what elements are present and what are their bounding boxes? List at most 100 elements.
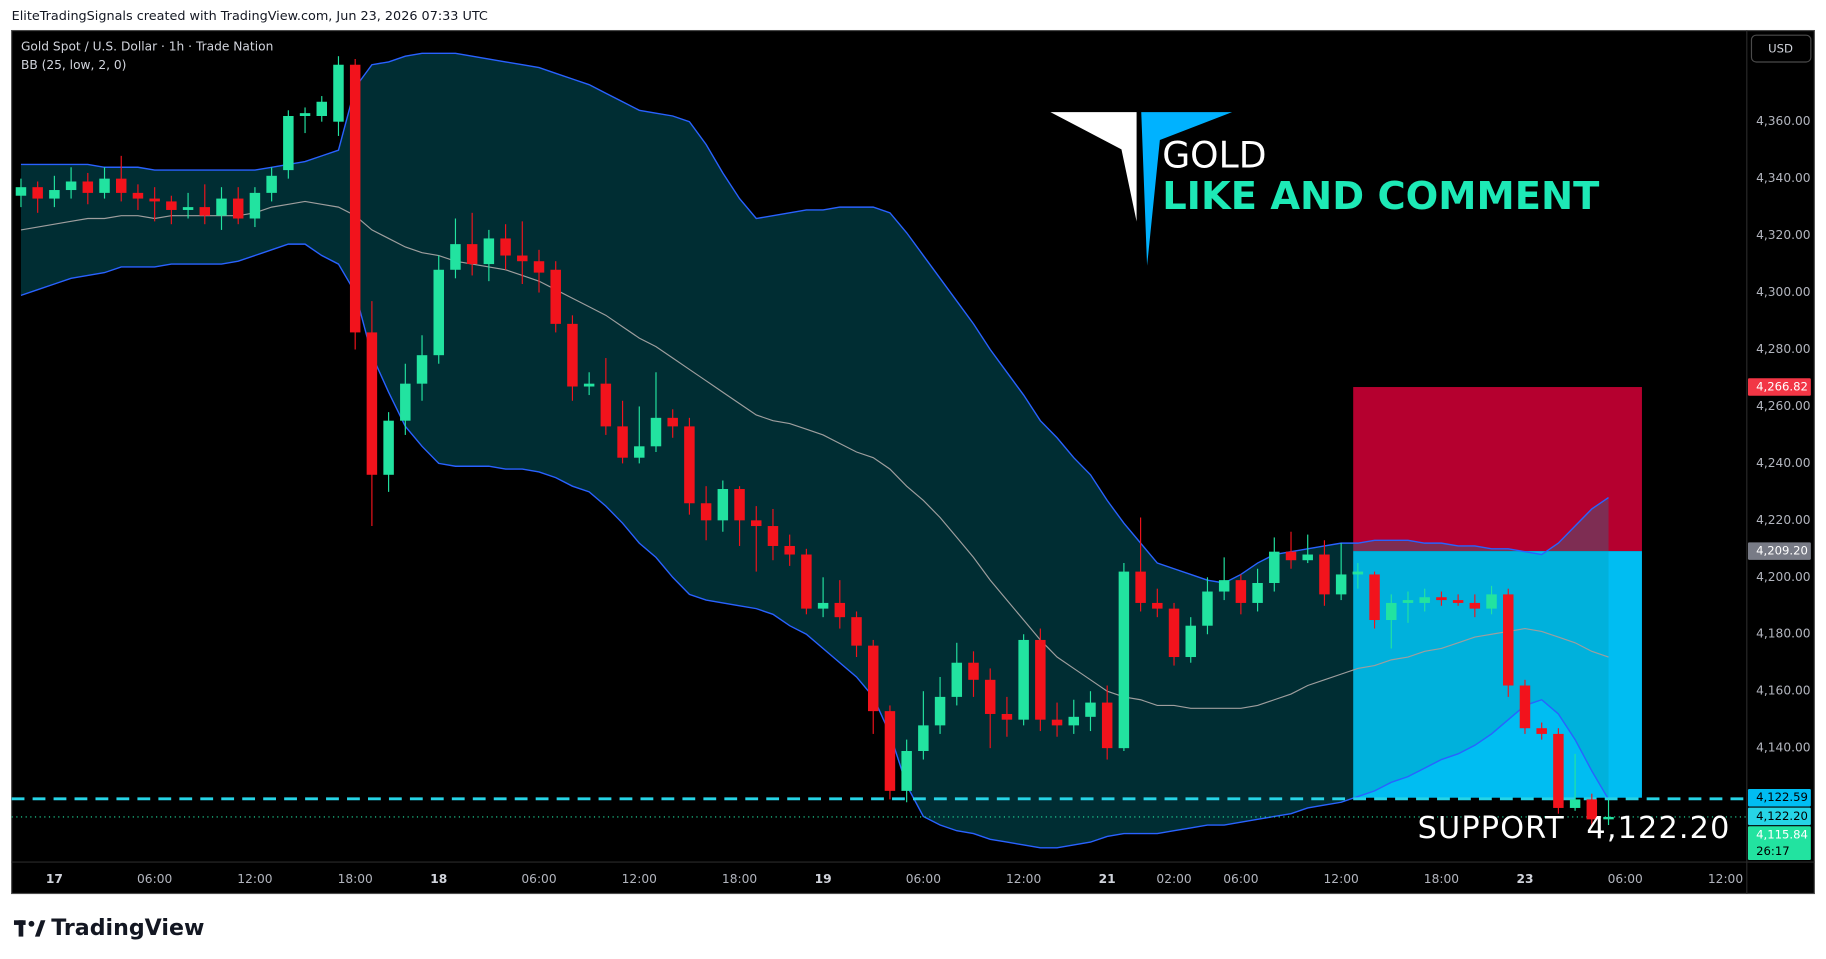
candle-body bbox=[550, 269, 561, 324]
candle-body bbox=[483, 238, 495, 265]
x-tick-label: 06:00 bbox=[1608, 872, 1643, 886]
watermark-logo bbox=[1050, 112, 1233, 266]
y-tick-label: 4,200.00 bbox=[1756, 570, 1810, 584]
candle-body bbox=[199, 207, 211, 216]
candle-layer bbox=[15, 56, 1614, 826]
candle-body bbox=[1101, 702, 1113, 749]
candle-body bbox=[1503, 594, 1514, 686]
candle-body bbox=[1185, 625, 1196, 658]
currency-button[interactable] bbox=[1750, 34, 1812, 63]
price-label: 4,122.59 bbox=[1756, 790, 1808, 804]
candle-body bbox=[734, 489, 745, 521]
y-tick-label: 4,260.00 bbox=[1756, 399, 1810, 413]
candle-body bbox=[1252, 582, 1263, 603]
candle-body bbox=[934, 696, 946, 726]
indicator-label: BB (25, low, 2, 0) bbox=[21, 58, 126, 72]
candle-body bbox=[851, 617, 862, 646]
candle-body bbox=[984, 679, 996, 714]
x-tick-label: 18:00 bbox=[338, 872, 373, 886]
y-tick-label: 4,360.00 bbox=[1756, 114, 1810, 128]
candle-body bbox=[834, 602, 846, 618]
candle-body bbox=[1319, 554, 1330, 595]
candle-body bbox=[583, 383, 595, 387]
price-label: 4,209.20 bbox=[1756, 544, 1808, 558]
x-tick-label: 18:00 bbox=[1424, 872, 1459, 886]
candle-body bbox=[1202, 591, 1213, 626]
y-tick-label: 4,300.00 bbox=[1756, 285, 1810, 299]
candle-body bbox=[1469, 602, 1481, 609]
x-tick-label: 17 bbox=[46, 872, 63, 886]
candle-body bbox=[634, 446, 645, 458]
x-tick-label: 18:00 bbox=[722, 872, 757, 886]
candle-body bbox=[1302, 554, 1313, 561]
x-tick-label: 18 bbox=[430, 872, 447, 886]
candle-body bbox=[299, 113, 311, 116]
y-tick-label: 4,180.00 bbox=[1756, 627, 1810, 641]
support-annotation: SUPPORT 4,122.20 bbox=[1418, 811, 1731, 846]
candle-body bbox=[1603, 816, 1614, 820]
x-tick-label: 12:00 bbox=[1324, 872, 1359, 886]
band-line bbox=[20, 243, 1610, 849]
candle-body bbox=[717, 489, 729, 521]
x-tick-label: 06:00 bbox=[1223, 872, 1258, 886]
logo-shape bbox=[1050, 112, 1137, 222]
candle-body bbox=[1553, 733, 1564, 808]
price-label-box bbox=[1747, 807, 1811, 826]
logo-shape bbox=[34, 920, 46, 937]
currency-label[interactable]: USD bbox=[1768, 42, 1793, 56]
y-tick-label: 4,320.00 bbox=[1756, 228, 1810, 242]
brand-logo bbox=[13, 920, 46, 937]
candle-body bbox=[1536, 728, 1547, 734]
candle-body bbox=[466, 244, 478, 265]
candle-body bbox=[1068, 716, 1080, 726]
y-tick-label: 4,160.00 bbox=[1756, 684, 1810, 698]
candle-body bbox=[450, 244, 461, 270]
candle-body bbox=[1386, 602, 1397, 621]
x-tick-label: 23 bbox=[1516, 872, 1533, 886]
candle-body bbox=[1235, 580, 1247, 603]
candle-body bbox=[1486, 594, 1497, 609]
level-layer bbox=[11, 797, 1747, 818]
candle-body bbox=[1135, 571, 1146, 603]
x-tick-label: 06:00 bbox=[521, 872, 556, 886]
plot-area: 4,140.00 4,160.00 4,180.00 4,200.00 4,220.00… bbox=[11, 52, 1811, 886]
price-label-box bbox=[1747, 826, 1811, 861]
y-tick-label: 4,280.00 bbox=[1756, 342, 1810, 356]
candle-body bbox=[817, 602, 829, 609]
candle-body bbox=[1269, 551, 1280, 583]
candle-body bbox=[1452, 600, 1464, 603]
candle-body bbox=[216, 198, 227, 216]
y-tick-label: 4,240.00 bbox=[1756, 456, 1810, 470]
candle-body bbox=[1085, 702, 1096, 717]
candle-body bbox=[400, 383, 411, 421]
candle-body bbox=[1001, 713, 1013, 720]
candle-body bbox=[918, 725, 929, 751]
watermark-line: GOLD bbox=[1162, 134, 1266, 177]
candle-body bbox=[684, 426, 695, 504]
symbol-title: Gold Spot / U.S. Dollar · 1h · Trade Nat… bbox=[21, 39, 273, 53]
candle-body bbox=[1152, 602, 1163, 609]
candle-body bbox=[316, 101, 328, 116]
candle-body bbox=[1018, 639, 1029, 720]
candle-body bbox=[249, 192, 261, 219]
x-tick-label: 06:00 bbox=[906, 872, 941, 886]
candle-body bbox=[1218, 580, 1230, 592]
price-label-box bbox=[1747, 378, 1811, 396]
x-tick-label: 06:00 bbox=[137, 872, 172, 886]
price-label-box bbox=[1747, 542, 1811, 560]
candle-body bbox=[82, 181, 94, 193]
candle-body bbox=[232, 198, 244, 219]
price-label-box bbox=[1747, 788, 1811, 807]
candle-body bbox=[517, 255, 528, 262]
candle-body bbox=[1335, 574, 1347, 595]
candle-body bbox=[567, 323, 578, 387]
candle-body bbox=[1419, 597, 1430, 603]
candle-body bbox=[533, 261, 545, 273]
candle-body bbox=[132, 192, 144, 199]
candle-body bbox=[333, 64, 344, 122]
candle-body bbox=[1118, 571, 1130, 749]
axis-layer: 4,140.00 4,160.00 4,180.00 4,200.00 4,220.00… bbox=[46, 114, 1811, 886]
candle-body bbox=[1285, 551, 1297, 561]
candle-body bbox=[15, 187, 27, 196]
